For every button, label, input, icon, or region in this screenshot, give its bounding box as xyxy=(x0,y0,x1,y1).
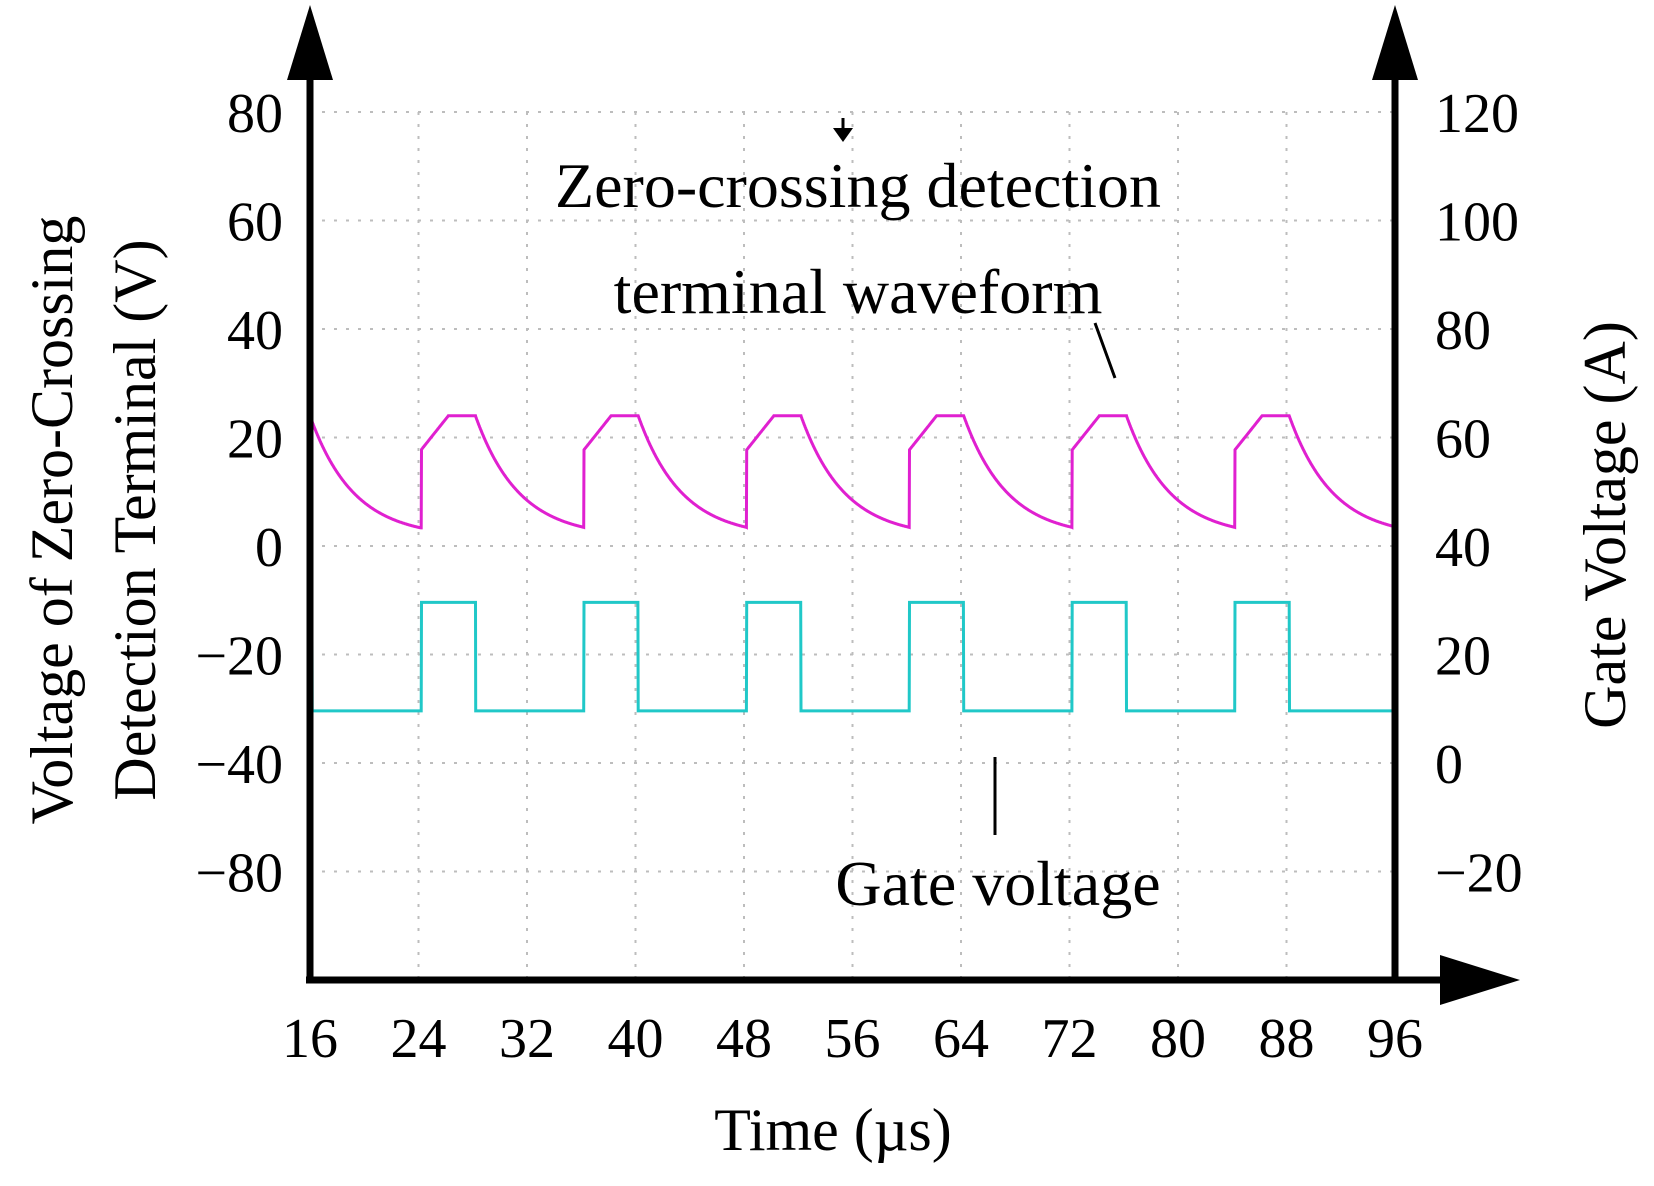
zero-crossing-annotation-line2: terminal waveform xyxy=(614,256,1103,327)
right-y-tick-label: 0 xyxy=(1435,734,1463,796)
bottom-axis-arrow xyxy=(1440,955,1520,1005)
right-y-tick-label: 40 xyxy=(1435,517,1491,579)
x-axis-title: Time (µs) xyxy=(714,1097,951,1163)
right-y-axis-title: Gate Voltage (A) xyxy=(1572,321,1638,729)
x-tick-label: 32 xyxy=(499,1008,555,1070)
left-y-tick-labels: 80 60 40 20 0 −20 −40 −80 xyxy=(195,83,283,905)
x-tick-label: 40 xyxy=(608,1008,664,1070)
x-tick-label: 16 xyxy=(282,1008,338,1070)
gate-voltage-waveform xyxy=(310,600,1395,713)
x-tick-label: 80 xyxy=(1150,1008,1206,1070)
left-y-axis-title-line2: Detection Terminal (V) xyxy=(102,239,168,800)
zero-crossing-waveform xyxy=(308,414,1396,530)
right-y-tick-label: 20 xyxy=(1435,626,1491,688)
left-y-tick-label: 40 xyxy=(227,300,283,362)
x-tick-label: 96 xyxy=(1367,1008,1423,1070)
left-y-tick-label: 80 xyxy=(227,83,283,145)
zero-crossing-leader-line xyxy=(1093,322,1117,379)
x-tick-label: 48 xyxy=(716,1008,772,1070)
right-y-tick-label: 120 xyxy=(1435,83,1519,145)
right-y-tick-label: 80 xyxy=(1435,300,1491,362)
x-tick-label: 88 xyxy=(1259,1008,1315,1070)
right-y-tick-label: 60 xyxy=(1435,409,1491,471)
x-tick-label: 72 xyxy=(1042,1008,1098,1070)
right-y-tick-label: 100 xyxy=(1435,192,1519,254)
zero-crossing-annotation-line1: Zero-crossing detection xyxy=(555,150,1161,221)
left-axis-arrow xyxy=(287,5,333,80)
right-y-tick-labels: 120 100 80 60 40 20 0 −20 xyxy=(1435,83,1523,905)
left-y-axis-title-line1: Voltage of Zero-Crossing xyxy=(19,216,85,825)
left-y-tick-label: 60 xyxy=(227,192,283,254)
x-tick-label: 64 xyxy=(933,1008,989,1070)
left-y-tick-label: −80 xyxy=(195,843,283,905)
right-y-tick-label: −20 xyxy=(1435,843,1523,905)
left-y-tick-label: −40 xyxy=(195,734,283,796)
gate-voltage-annotation: Gate voltage xyxy=(835,848,1160,919)
left-y-tick-label: 0 xyxy=(255,517,283,579)
x-tick-label: 24 xyxy=(391,1008,447,1070)
x-tick-label: 56 xyxy=(825,1008,881,1070)
right-axis-arrow xyxy=(1372,5,1418,80)
left-y-tick-label: −20 xyxy=(195,626,283,688)
trigger-marker-icon xyxy=(833,128,853,142)
x-tick-labels: 16 24 32 40 48 56 64 72 80 88 96 xyxy=(282,1008,1423,1070)
left-y-tick-label: 20 xyxy=(227,409,283,471)
